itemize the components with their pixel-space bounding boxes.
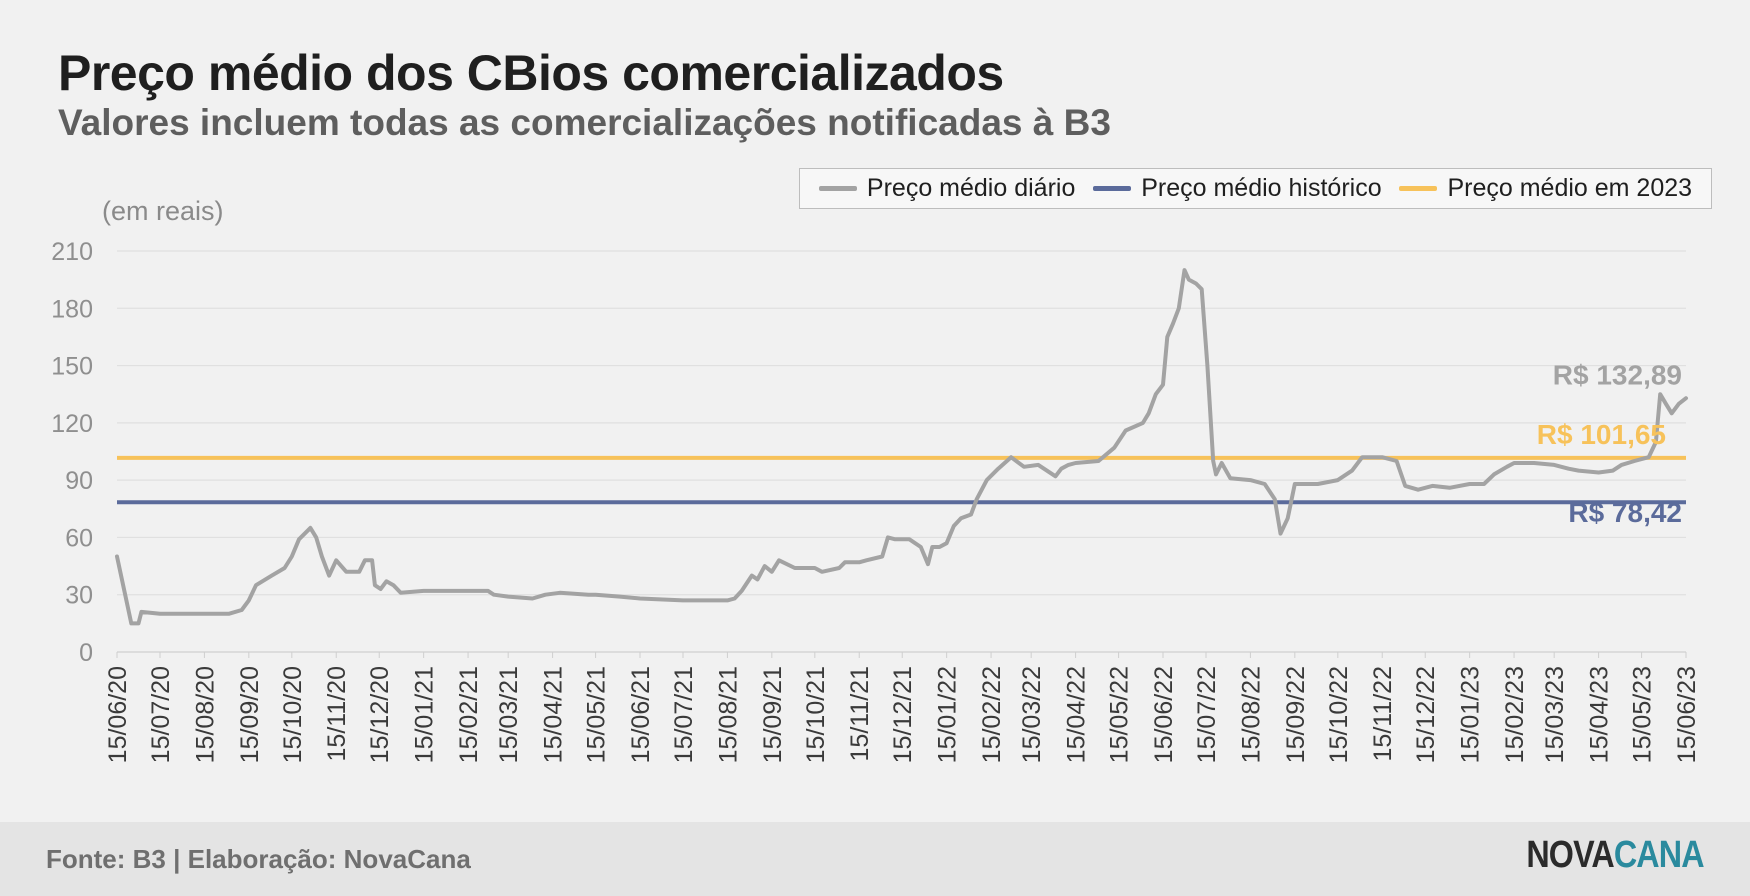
x-tick-label-21: 15/03/22 (1018, 666, 1046, 763)
y-tick-label-210: 210 (51, 238, 93, 266)
x-tick-label-26: 15/08/22 (1237, 666, 1265, 763)
legend-label-historic: Preço médio histórico (1141, 174, 1382, 202)
x-tick-label-10: 15/04/21 (540, 666, 568, 763)
daily-price-line (115, 268, 1688, 626)
y-tick-label-90: 90 (65, 467, 93, 495)
x-tick-label-22: 15/04/22 (1063, 666, 1091, 763)
legend-item-daily: Preço médio diário (818, 174, 1076, 203)
x-tick-label-36: 15/06/23 (1673, 666, 1701, 763)
x-tick-label-24: 15/06/22 (1150, 666, 1178, 763)
x-tick-label-30: 15/12/22 (1412, 666, 1440, 763)
legend-swatch-historic (1093, 186, 1132, 191)
legend-item-historic: Preço médio histórico (1093, 174, 1382, 203)
x-tick-label-8: 15/02/21 (455, 666, 483, 763)
x-tick-label-18: 15/12/21 (889, 666, 917, 763)
x-tick-label-27: 15/09/22 (1282, 666, 1310, 763)
x-tick-label-33: 15/03/23 (1541, 666, 1569, 763)
legend-swatch-2023 (1399, 186, 1438, 191)
x-tick-label-34: 15/04/23 (1586, 666, 1614, 763)
logo-text-nova: NOVA (1526, 834, 1615, 876)
x-tick-label-20: 15/02/22 (978, 666, 1006, 763)
x-tick-label-11: 15/05/21 (583, 666, 611, 763)
annotation-avg-2023: R$ 101,65 (1537, 419, 1666, 450)
x-tick-label-28: 15/10/22 (1325, 666, 1353, 763)
legend-swatch-daily (818, 186, 857, 191)
logo-text-cana: CANA (1614, 834, 1705, 876)
x-tick-label-14: 15/08/21 (714, 666, 742, 763)
x-tick-label-2: 15/08/20 (191, 666, 219, 763)
x-tick-label-19: 15/01/22 (934, 666, 962, 763)
y-tick-label-60: 60 (65, 524, 93, 552)
y-tick-label-0: 0 (79, 639, 93, 667)
x-tick-label-23: 15/05/22 (1106, 666, 1134, 763)
y-tick-label-30: 30 (65, 582, 93, 610)
annotation-historic-average: R$ 78,42 (1568, 497, 1682, 528)
x-tick-label-5: 15/11/20 (323, 666, 351, 761)
x-tick-label-25: 15/07/22 (1193, 666, 1221, 763)
y-tick-label-150: 150 (51, 353, 93, 381)
legend-label-2023: Preço médio em 2023 (1447, 174, 1693, 202)
y-tick-label-120: 120 (51, 410, 93, 438)
footer: Fonte: B3 | Elaboração: NovaCana NOVACAN… (0, 822, 1750, 896)
x-tick-label-31: 15/01/23 (1457, 666, 1485, 763)
x-tick-label-6: 15/12/20 (366, 666, 394, 763)
y-axis-unit-label: (em reais) (102, 196, 224, 226)
x-tick-label-17: 15/11/21 (846, 666, 874, 761)
chart-legend: Preço médio diário Preço médio histórico… (799, 168, 1712, 209)
legend-item-2023: Preço médio em 2023 (1399, 174, 1692, 203)
x-tick-label-9: 15/03/21 (495, 666, 523, 763)
x-tick-label-0: 15/06/20 (104, 666, 132, 763)
source-credit: Fonte: B3 | Elaboração: NovaCana (46, 844, 471, 874)
x-tick-label-3: 15/09/20 (236, 666, 264, 763)
x-tick-label-12: 15/06/21 (627, 666, 655, 763)
x-tick-label-29: 15/11/22 (1369, 666, 1397, 761)
x-tick-label-35: 15/05/23 (1629, 666, 1657, 763)
x-tick-label-32: 15/02/23 (1501, 666, 1529, 763)
annotation-last-price: R$ 132,89 (1553, 360, 1682, 391)
x-tick-label-16: 15/10/21 (802, 666, 830, 763)
legend-label-daily: Preço médio diário (866, 174, 1076, 202)
x-tick-label-4: 15/10/20 (279, 666, 307, 763)
x-tick-label-1: 15/07/20 (147, 666, 175, 763)
page-subtitle: Valores incluem todas as comercializaçõe… (58, 102, 1111, 143)
novacana-logo: NOVACANA (1526, 834, 1705, 877)
line-chart: 0 30 60 90 120 150 180 210 15/06/20 15/07/20 15/08… (51, 238, 1701, 763)
x-tick-label-13: 15/07/21 (670, 666, 698, 763)
x-tick-label-7: 15/01/21 (411, 666, 439, 763)
x-tick-label-15: 15/09/21 (759, 666, 787, 763)
y-tick-label-180: 180 (51, 295, 93, 323)
page-title: Preço médio dos CBios comercializados (58, 45, 1004, 101)
